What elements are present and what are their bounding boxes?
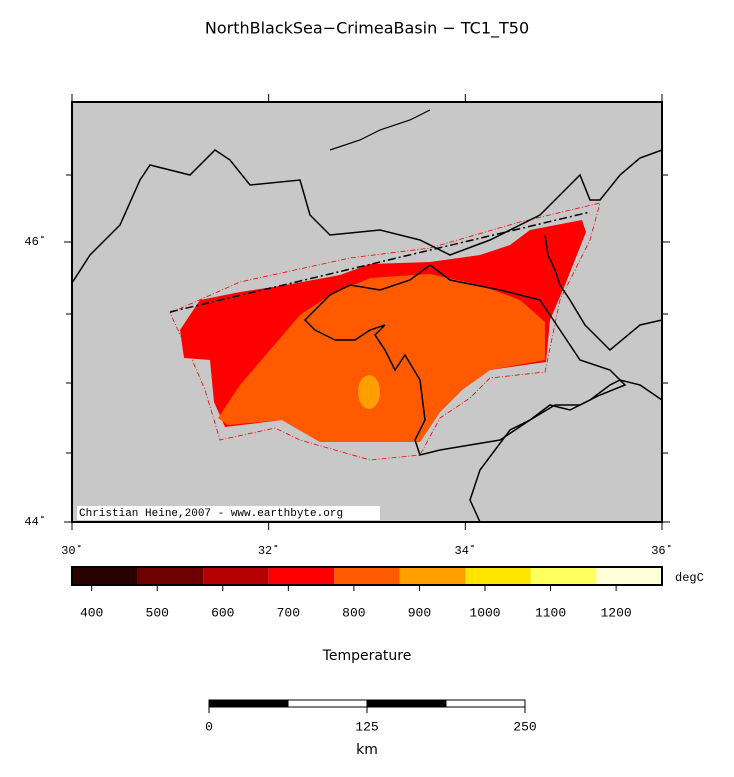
colorbar-bin	[596, 567, 662, 585]
colorbar-frame	[71, 566, 663, 586]
colorbar-tick-label: 1000	[469, 605, 500, 620]
colorbar-bin	[399, 567, 466, 585]
colorbar-tick-label: 1100	[535, 605, 566, 620]
scalebar-segment	[287, 699, 368, 708]
colorbar-bin	[137, 567, 204, 585]
y-tick-label: 46˚	[24, 235, 46, 249]
azov-south-coast	[544, 234, 663, 352]
scalebar-tick-label: 250	[513, 719, 536, 734]
minor-ticks	[66, 174, 668, 454]
scalebar-tick-label: 125	[355, 719, 378, 734]
colorbar-tick-label: 700	[277, 605, 300, 620]
colorbar-tick-label: 800	[342, 605, 365, 620]
orange-region	[218, 274, 545, 442]
warm-spot	[358, 375, 380, 409]
river	[329, 109, 431, 151]
scalebar-unit: km	[356, 742, 378, 758]
map-frame	[71, 101, 663, 523]
scalebar-tick-label: 0	[205, 719, 213, 734]
scalebar-segment	[445, 699, 526, 708]
colorbar-label: Temperature	[322, 648, 412, 664]
colorbar-tick-label: 400	[80, 605, 103, 620]
scalebar-segment	[366, 699, 447, 708]
colorbar-bin	[465, 567, 531, 585]
title: NorthBlackSea−CrimeaBasin − TC1_T50	[205, 19, 529, 39]
credit: Christian Heine,2007 - www.earthbyte.org	[79, 508, 343, 520]
x-tick-label: 32˚	[258, 544, 280, 558]
x-tick-label: 34˚	[455, 544, 477, 558]
x-tick-label: 30˚	[61, 544, 83, 558]
outer-boundary	[169, 202, 601, 461]
y-tick-label: 44˚	[24, 515, 46, 529]
colorbar-tick-label: 600	[211, 605, 234, 620]
profile-line	[169, 211, 591, 313]
mainland-coast	[71, 149, 663, 284]
colorbar-bin	[530, 567, 597, 585]
east-coast	[469, 379, 663, 523]
colorbar-tick-label: 500	[146, 605, 169, 620]
colorbar-tick-label: 1200	[601, 605, 632, 620]
colorbar-unit: degC	[675, 571, 704, 585]
credit-box	[77, 506, 380, 520]
scalebar-segment	[208, 699, 289, 708]
colorbar-bin	[72, 567, 138, 585]
x-tick-label: 36˚	[651, 544, 673, 558]
colorbar-tick-label: 900	[408, 605, 431, 620]
colorbar-bin	[203, 567, 269, 585]
colorbar-bin	[334, 567, 400, 585]
colorbar-bin	[268, 567, 335, 585]
crimea	[303, 264, 627, 456]
map: Christian Heine,2007 - www.earthbyte.org	[66, 101, 668, 523]
